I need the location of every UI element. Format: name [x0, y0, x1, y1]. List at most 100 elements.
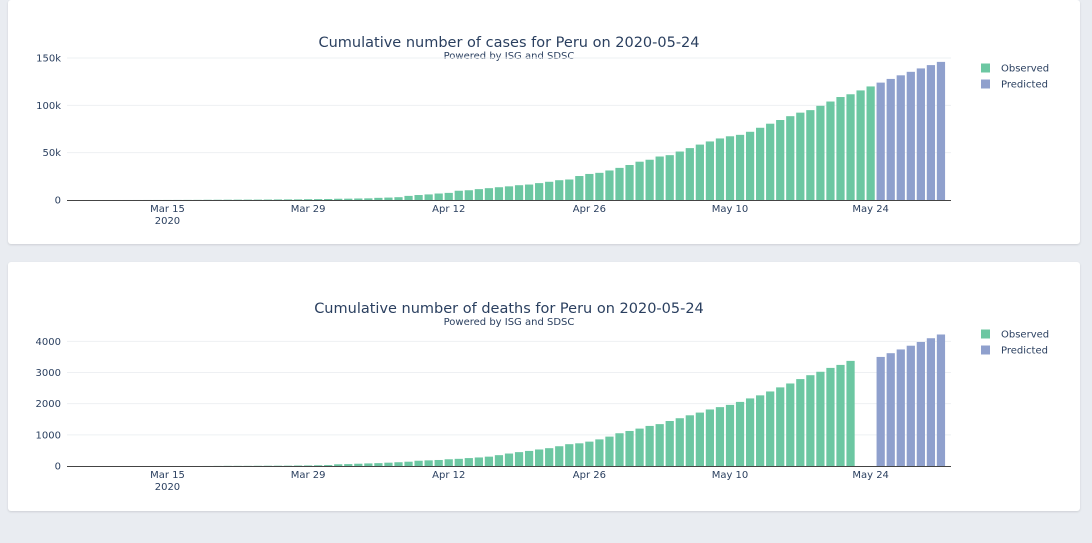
predicted-bar[interactable] [906, 345, 915, 466]
observed-bar[interactable] [776, 120, 785, 200]
observed-bar[interactable] [374, 463, 383, 466]
observed-bar[interactable] [756, 395, 765, 466]
observed-bar[interactable] [434, 459, 443, 466]
observed-bar[interactable] [685, 415, 694, 466]
predicted-bar[interactable] [916, 341, 925, 466]
observed-bar[interactable] [314, 465, 323, 466]
observed-bar[interactable] [364, 463, 373, 466]
observed-bar[interactable] [625, 164, 634, 200]
observed-bar[interactable] [364, 198, 373, 200]
observed-bar[interactable] [524, 184, 534, 200]
observed-bar[interactable] [715, 138, 725, 200]
observed-bar[interactable] [645, 159, 654, 200]
observed-bar[interactable] [665, 421, 674, 466]
observed-bar[interactable] [605, 436, 614, 466]
observed-bar[interactable] [545, 181, 554, 200]
observed-bar[interactable] [545, 448, 554, 466]
observed-bar[interactable] [404, 195, 413, 200]
observed-bar[interactable] [575, 443, 584, 466]
observed-bar[interactable] [645, 425, 654, 466]
observed-bar[interactable] [273, 199, 283, 200]
observed-bar[interactable] [725, 136, 735, 200]
observed-bar[interactable] [796, 379, 805, 466]
observed-bar[interactable] [816, 105, 825, 200]
observed-bar[interactable] [826, 101, 835, 200]
observed-bar[interactable] [484, 456, 494, 466]
observed-bar[interactable] [344, 198, 353, 200]
observed-bar[interactable] [484, 188, 494, 200]
observed-bar[interactable] [615, 433, 624, 466]
observed-bar[interactable] [555, 180, 564, 200]
legend-swatch-observed[interactable] [981, 329, 990, 339]
observed-bar[interactable] [314, 199, 323, 200]
predicted-bar[interactable] [926, 338, 936, 466]
observed-bar[interactable] [866, 86, 875, 200]
observed-bar[interactable] [384, 197, 393, 200]
observed-bar[interactable] [605, 170, 614, 200]
observed-bar[interactable] [293, 199, 303, 200]
observed-bar[interactable] [675, 418, 684, 466]
observed-bar[interactable] [786, 383, 795, 466]
observed-bar[interactable] [846, 94, 855, 200]
observed-bar[interactable] [856, 90, 865, 200]
observed-bar[interactable] [444, 192, 453, 200]
observed-bar[interactable] [635, 161, 644, 200]
observed-bar[interactable] [655, 156, 664, 200]
predicted-bar[interactable] [906, 71, 915, 200]
observed-bar[interactable] [745, 131, 755, 200]
observed-bar[interactable] [735, 401, 745, 466]
observed-bar[interactable] [585, 441, 594, 466]
observed-bar[interactable] [565, 179, 574, 200]
observed-bar[interactable] [464, 458, 473, 466]
legend-swatch-predicted[interactable] [981, 345, 990, 355]
observed-bar[interactable] [766, 123, 775, 200]
predicted-bar[interactable] [896, 75, 905, 200]
observed-bar[interactable] [354, 198, 363, 200]
observed-bar[interactable] [494, 455, 504, 466]
observed-bar[interactable] [705, 141, 715, 200]
observed-bar[interactable] [324, 465, 333, 466]
observed-bar[interactable] [745, 398, 755, 466]
observed-bar[interactable] [675, 151, 684, 200]
observed-bar[interactable] [283, 199, 293, 200]
observed-bar[interactable] [725, 404, 735, 466]
observed-bar[interactable] [474, 189, 483, 200]
observed-bar[interactable] [766, 391, 775, 466]
observed-bar[interactable] [836, 364, 845, 466]
observed-bar[interactable] [414, 460, 423, 466]
observed-bar[interactable] [555, 446, 564, 466]
legend-label-observed[interactable]: Observed [1001, 330, 1049, 341]
observed-bar[interactable] [535, 449, 544, 466]
predicted-bar[interactable] [896, 349, 905, 466]
observed-bar[interactable] [705, 409, 715, 466]
predicted-bar[interactable] [916, 68, 925, 200]
observed-bar[interactable] [776, 387, 785, 466]
observed-bar[interactable] [384, 462, 393, 466]
observed-bar[interactable] [786, 116, 795, 200]
predicted-bar[interactable] [926, 65, 936, 200]
observed-bar[interactable] [494, 187, 504, 200]
observed-bar[interactable] [715, 407, 725, 466]
observed-bar[interactable] [836, 97, 845, 200]
observed-bar[interactable] [585, 173, 594, 200]
observed-bar[interactable] [796, 112, 805, 200]
observed-bar[interactable] [635, 428, 644, 466]
observed-bar[interactable] [695, 412, 704, 466]
observed-bar[interactable] [434, 193, 443, 200]
legend-label-predicted[interactable]: Predicted [1001, 346, 1048, 357]
observed-bar[interactable] [454, 190, 463, 200]
observed-bar[interactable] [806, 110, 815, 200]
observed-bar[interactable] [504, 453, 514, 466]
observed-bar[interactable] [464, 190, 473, 200]
observed-bar[interactable] [535, 183, 544, 200]
observed-bar[interactable] [826, 367, 835, 466]
observed-bar[interactable] [474, 457, 483, 466]
observed-bar[interactable] [514, 452, 524, 466]
observed-bar[interactable] [404, 461, 413, 466]
legend-swatch-predicted[interactable] [981, 79, 990, 89]
predicted-bar[interactable] [876, 82, 885, 200]
observed-bar[interactable] [665, 155, 674, 200]
observed-bar[interactable] [735, 134, 745, 200]
observed-bar[interactable] [334, 198, 343, 200]
observed-bar[interactable] [303, 465, 313, 466]
